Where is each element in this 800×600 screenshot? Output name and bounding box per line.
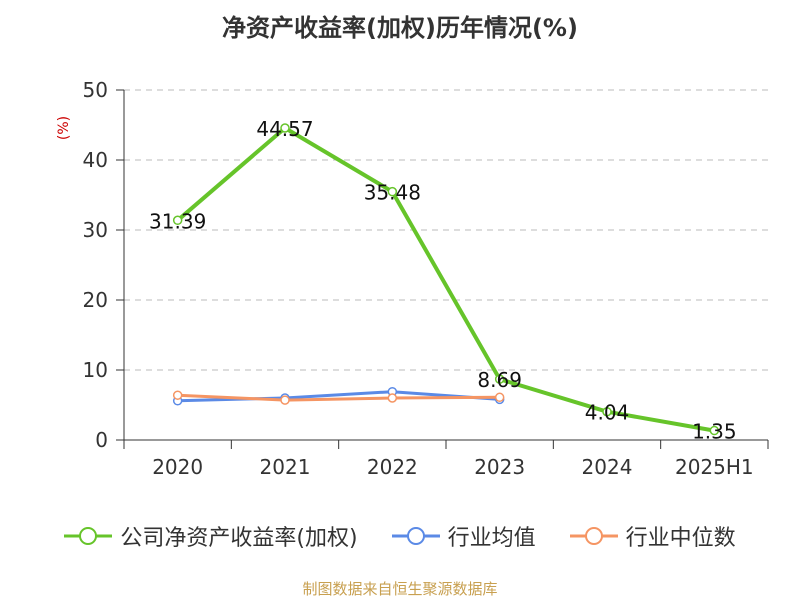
data-label: 35.48 [364,181,421,205]
legend-label-industry-median: 行业中位数 [625,526,736,551]
y-tick-label: 20 [83,288,108,312]
series-line-0 [176,126,715,433]
data-point [709,425,720,436]
y-tick-label: 40 [83,148,108,172]
series-line-2 [177,393,500,402]
series-lines [172,123,720,436]
data-point [280,395,290,405]
legend-marker-green [64,527,113,545]
data-label: 8.69 [477,368,522,392]
legend-marker-blue [391,527,440,545]
legend: 公司净资产收益率(加权) 行业均值 行业中位数 [0,520,800,552]
data-label: 4.04 [585,401,630,425]
data-point [494,374,505,384]
data-label: 31.39 [149,209,206,233]
y-unit-label: (%) [56,116,72,140]
y-tick-label: 30 [83,218,108,242]
data-point [494,392,505,403]
legend-marker-orange [569,527,618,545]
x-tick-label: 2025H1 [675,455,754,479]
grid-lines [124,89,768,371]
axes: 0 10 20 30 40 50 2020 2021 2022 2023 2024 2025H1 [83,78,769,479]
legend-item-company[interactable]: 公司净资产收益率(加权) [64,520,358,552]
y-tick-label: 10 [83,358,108,382]
data-point [602,406,612,417]
y-tick-label: 0 [95,428,108,452]
x-tick-label: 2023 [474,455,525,479]
data-label: 1.35 [692,420,737,444]
legend-label-industry-mean: 行业均值 [447,526,536,551]
data-point [172,390,183,400]
x-tick-label: 2021 [260,455,311,479]
data-point [387,186,398,197]
series-line-1 [177,390,500,403]
legend-label-company: 公司净资产收益率(加权) [120,526,358,551]
data-labels: 31.39 44.57 35.48 8.69 4.04 1.35 [149,117,737,444]
source-note: 制图数据来自恒生聚源数据库 [302,580,498,598]
y-tick-label: 50 [83,78,108,102]
data-point [280,123,290,133]
x-tick-label: 2022 [367,455,418,479]
chart-title: 净资产收益率(加权)历年情况(%) [222,14,578,42]
x-tick-label: 2024 [582,455,633,479]
legend-item-industry-median[interactable]: 行业中位数 [569,520,736,552]
legend-item-industry-mean[interactable]: 行业均值 [391,520,536,552]
data-label: 44.57 [256,117,313,141]
data-point [172,215,183,226]
data-point [387,393,398,403]
x-tick-label: 2020 [152,455,203,479]
